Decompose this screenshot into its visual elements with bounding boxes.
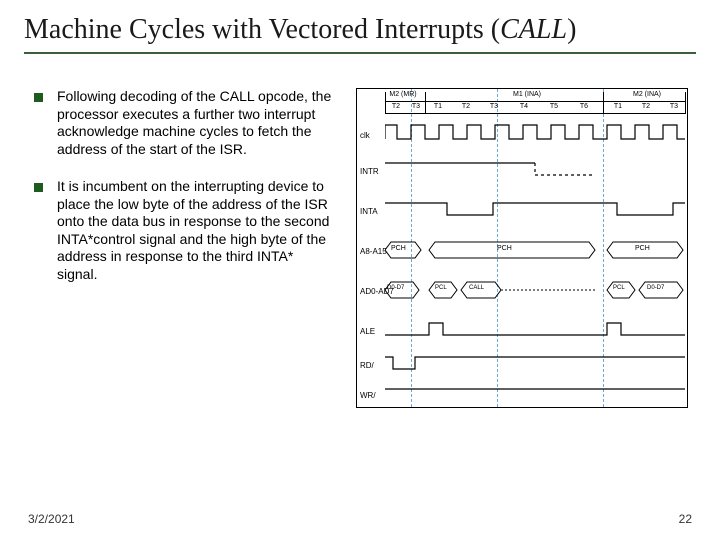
t-label: T3: [407, 103, 425, 110]
bus-value: CALL: [469, 285, 484, 291]
bullet-item: It is incumbent on the interrupting devi…: [34, 178, 336, 283]
header-tick: [425, 92, 426, 114]
ale-wave: [385, 319, 685, 339]
slide-root: Machine Cycles with Vectored Interrupts …: [0, 0, 720, 540]
wr-wave: [385, 385, 685, 403]
ad0ad7-bus: [385, 279, 685, 301]
t-label: T6: [575, 103, 593, 110]
slide-title: Machine Cycles with Vectored Interrupts …: [24, 14, 696, 46]
signal-label: clk: [360, 131, 370, 140]
square-bullet-icon: [34, 183, 43, 192]
signal-label: INTR: [360, 167, 379, 176]
title-text-close: ): [567, 14, 576, 45]
title-rule: Machine Cycles with Vectored Interrupts …: [24, 14, 696, 54]
signal-label: INTA: [360, 207, 378, 216]
cycle-label: M1 (INA): [497, 91, 557, 98]
inta-wave: [385, 199, 685, 219]
t-label: T1: [429, 103, 447, 110]
bus-value: D0-D7: [387, 285, 404, 291]
t-label: T1: [609, 103, 627, 110]
body-columns: Following decoding of the CALL opcode, t…: [24, 88, 696, 408]
title-text-plain: Machine Cycles with Vectored Interrupts …: [24, 14, 500, 45]
bullet-text: Following decoding of the CALL opcode, t…: [57, 88, 336, 158]
intr-wave: [385, 159, 685, 179]
signal-label: ALE: [360, 327, 375, 336]
bus-value: PCL: [613, 285, 625, 291]
cycle-label: M2 (MR): [385, 91, 421, 98]
slide-footer: 3/2/2021 22: [28, 512, 692, 526]
cycle-label: M2 (INA): [617, 91, 677, 98]
footer-page: 22: [679, 512, 692, 526]
diagram-column: M2 (MR) M1 (INA) M2 (INA) T2 T3 T1 T2 T3…: [356, 88, 696, 408]
header-tick: [385, 92, 386, 114]
bus-value: PCH: [391, 245, 406, 252]
bus-value: PCH: [635, 245, 650, 252]
bus-value: D0-D7: [647, 285, 664, 291]
bullet-item: Following decoding of the CALL opcode, t…: [34, 88, 336, 158]
signal-label: RD/: [360, 361, 374, 370]
t-label: T3: [665, 103, 683, 110]
header-rule: [385, 113, 685, 114]
t-label: T3: [485, 103, 503, 110]
t-label: T2: [457, 103, 475, 110]
timing-diagram: M2 (MR) M1 (INA) M2 (INA) T2 T3 T1 T2 T3…: [356, 88, 688, 408]
rd-wave: [385, 353, 685, 373]
header-tick: [685, 92, 686, 114]
title-text-ital: CALL: [500, 14, 567, 45]
footer-date: 3/2/2021: [28, 512, 75, 526]
t-label: T4: [515, 103, 533, 110]
clk-wave: [385, 121, 685, 145]
header-rule: [385, 101, 685, 102]
signal-label: A8-A15: [360, 247, 387, 256]
bullet-text: It is incumbent on the interrupting devi…: [57, 178, 336, 283]
bullet-column: Following decoding of the CALL opcode, t…: [24, 88, 340, 408]
bus-value: PCL: [435, 285, 447, 291]
t-label: T5: [545, 103, 563, 110]
t-label: T2: [387, 103, 405, 110]
signal-label: WR/: [360, 391, 376, 400]
square-bullet-icon: [34, 93, 43, 102]
bus-value: PCH: [497, 245, 512, 252]
t-label: T2: [637, 103, 655, 110]
header-tick: [603, 92, 604, 114]
